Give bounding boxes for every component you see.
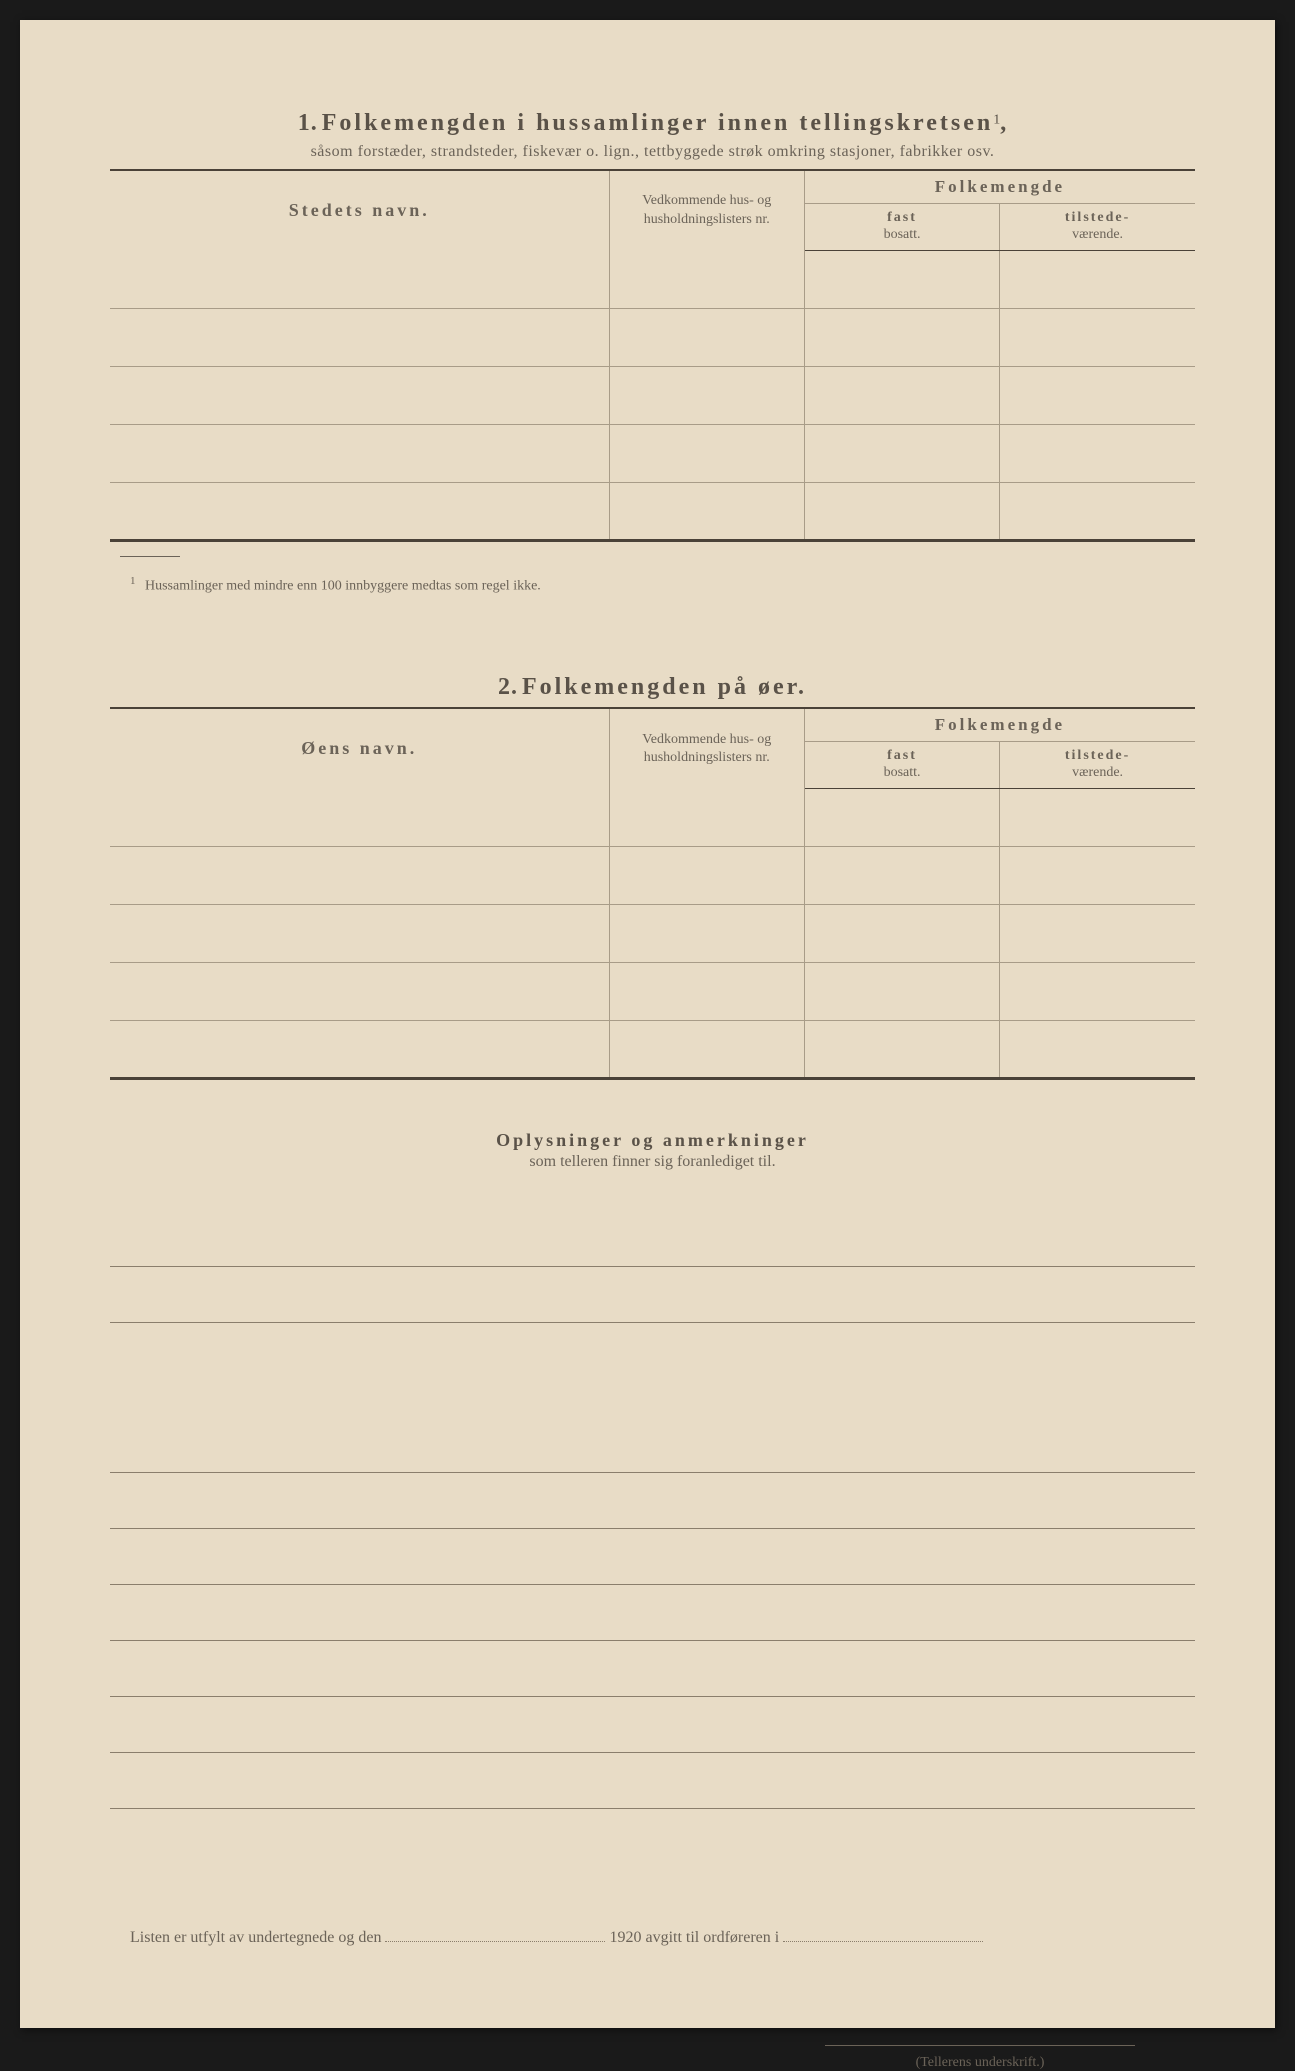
col-reference: Vedkommende hus- og husholdningslisters … [609,170,804,250]
footnote-text: Hussamlinger med mindre enn 100 innbygge… [145,578,541,593]
section2-heading: 2. Folkemengden på øer. [110,674,1195,701]
footnote-rule [120,556,180,557]
col-folkemengde: Folkemengde [804,170,1195,204]
section1-heading: 1. Folkemengden i hussamlinger innen tel… [110,110,1195,137]
section2-body [110,788,1195,1078]
remark-line [110,1753,1195,1809]
table-row [110,904,1195,962]
signature-rule [825,2045,1135,2046]
section2-table: Øens navn. Vedkommende hus- og husholdni… [110,707,1195,1080]
remark-line [110,1267,1195,1323]
col-stedets-navn: Stedets navn. [110,170,609,250]
section1-title: Folkemengden i hussamlinger innen tellin… [322,110,994,136]
col-reference-2: Vedkommende hus- og husholdningslisters … [609,708,804,788]
remarks-heading: Oplysninger og anmerkninger som telleren… [110,1130,1195,1171]
remark-line [110,1473,1195,1529]
signature-block: (Tellerens underskrift.) [110,2037,1195,2071]
col-folkemengde-2: Folkemengde [804,708,1195,742]
section2: 2. Folkemengden på øer. Øens navn. Vedko… [110,674,1195,1080]
table-row [110,1020,1195,1078]
remarks-title: Oplysninger og anmerkninger [110,1130,1195,1151]
table-row [110,962,1195,1020]
col-tilstede: tilstede- værende. [1000,204,1195,251]
remark-line [110,1641,1195,1697]
signoff-blank-place [783,1941,983,1942]
table-row [110,482,1195,540]
signoff-blank-date [385,1941,605,1942]
col-oens-navn: Øens navn. [110,708,609,788]
section2-title: Folkemengden på øer. [522,674,807,700]
section1-footnote: 1 Hussamlinger med mindre enn 100 innbyg… [110,575,1195,595]
table-row [110,846,1195,904]
col-fast: fast bosatt. [804,204,999,251]
remark-line [110,1697,1195,1753]
table-row [110,788,1195,846]
col-tilstede-2: tilstede- værende. [1000,742,1195,789]
remarks-subtitle: som telleren finner sig foranlediget til… [110,1153,1195,1171]
table-row [110,366,1195,424]
section1-subtitle: såsom forstæder, strandsteder, fiskevær … [110,143,1195,161]
signoff-suffix: avgitt til ordføreren i [645,1929,779,1946]
remark-line [110,1529,1195,1585]
table-row [110,250,1195,308]
section1-body [110,250,1195,540]
remark-line [110,1323,1195,1473]
remark-line [110,1585,1195,1641]
remark-line [110,1211,1195,1267]
section1-title-punct: , [1000,110,1007,136]
signoff-year: 1920 [609,1929,641,1946]
section2-number: 2. [498,674,518,700]
col-fast-2: fast bosatt. [804,742,999,789]
remarks-lines [110,1211,1195,1809]
table-row [110,424,1195,482]
signoff-line: Listen er utfylt av undertegnede og den … [110,1929,1195,1947]
section1-table: Stedets navn. Vedkommende hus- og hushol… [110,169,1195,542]
footnote-number: 1 [130,575,136,587]
table-row [110,308,1195,366]
document-page: 1. Folkemengden i hussamlinger innen tel… [20,20,1275,2028]
signature-label: (Tellerens underskrift.) [825,2055,1135,2071]
section1-number: 1. [298,110,318,136]
signoff-prefix: Listen er utfylt av undertegnede og den [130,1929,381,1946]
